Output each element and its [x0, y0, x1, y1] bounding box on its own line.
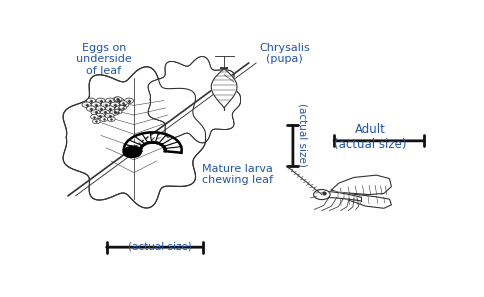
Circle shape [91, 102, 100, 108]
Circle shape [110, 110, 119, 115]
Circle shape [101, 102, 110, 108]
Circle shape [100, 110, 109, 115]
Polygon shape [148, 56, 240, 143]
Circle shape [95, 113, 105, 119]
Circle shape [159, 143, 163, 146]
Text: Chrysalis
(pupa): Chrysalis (pupa) [258, 42, 309, 64]
Circle shape [163, 148, 166, 150]
Circle shape [313, 189, 330, 200]
Circle shape [115, 106, 124, 111]
Circle shape [110, 102, 119, 108]
Circle shape [124, 98, 133, 104]
Circle shape [114, 97, 121, 102]
Circle shape [96, 98, 105, 104]
Polygon shape [327, 192, 361, 201]
Text: Adult
(actual size): Adult (actual size) [334, 123, 406, 151]
Circle shape [151, 141, 155, 144]
Polygon shape [63, 67, 205, 208]
Circle shape [91, 114, 98, 119]
Text: (actual size): (actual size) [297, 103, 307, 167]
Circle shape [113, 97, 121, 102]
Circle shape [106, 98, 114, 104]
Circle shape [140, 145, 144, 147]
Polygon shape [331, 175, 391, 195]
Text: Eggs on
underside
of leaf: Eggs on underside of leaf [76, 42, 132, 76]
Circle shape [143, 143, 147, 145]
Circle shape [114, 109, 121, 114]
Text: Mature larva
chewing leaf: Mature larva chewing leaf [201, 164, 272, 185]
Circle shape [107, 117, 115, 121]
Circle shape [92, 119, 100, 124]
Circle shape [138, 150, 142, 152]
Circle shape [138, 147, 142, 150]
Circle shape [123, 146, 141, 157]
Circle shape [120, 101, 127, 105]
Circle shape [86, 98, 95, 104]
Text: (actual size): (actual size) [128, 241, 192, 252]
Polygon shape [211, 69, 237, 108]
Circle shape [100, 117, 107, 121]
Circle shape [86, 106, 95, 111]
Circle shape [91, 110, 100, 115]
Circle shape [115, 98, 124, 104]
Circle shape [155, 142, 159, 144]
Circle shape [105, 113, 114, 119]
Circle shape [161, 145, 166, 148]
Circle shape [120, 102, 129, 108]
Circle shape [82, 102, 91, 108]
Polygon shape [220, 68, 227, 69]
Polygon shape [334, 192, 391, 208]
Circle shape [147, 142, 151, 144]
Circle shape [119, 105, 126, 110]
Circle shape [96, 106, 105, 111]
Circle shape [106, 106, 114, 111]
